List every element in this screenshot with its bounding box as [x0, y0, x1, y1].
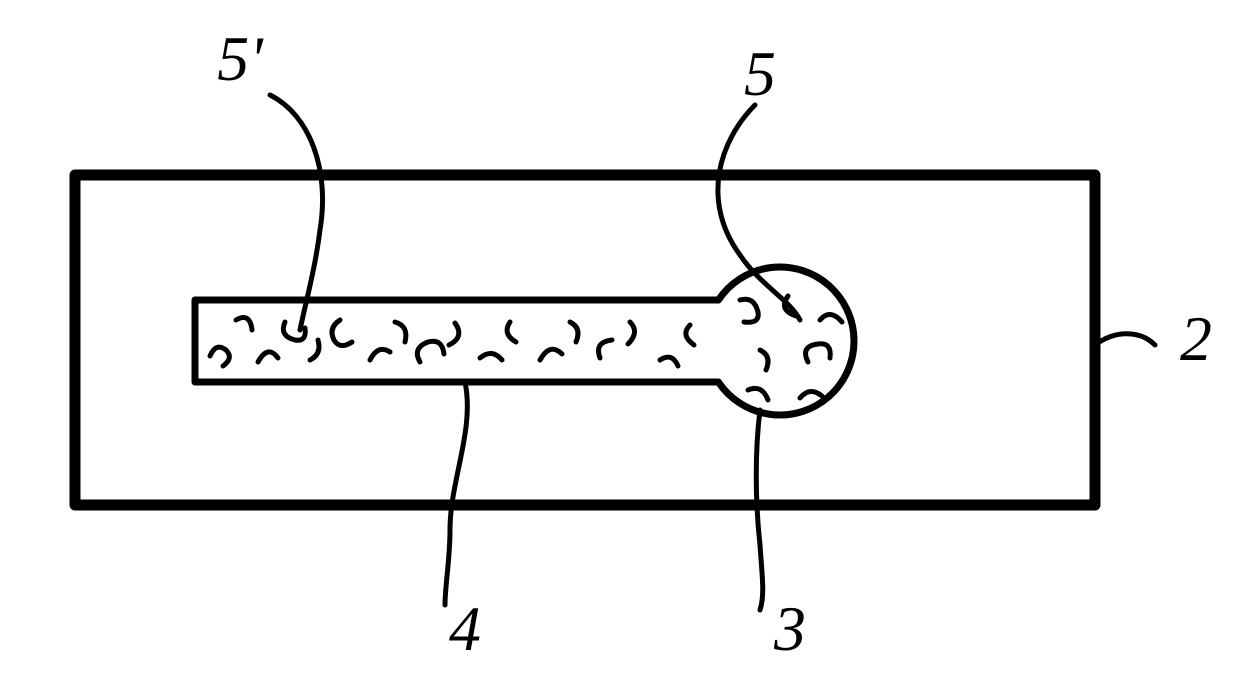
- label-two: 2: [1180, 303, 1212, 374]
- label-three: 3: [773, 593, 806, 664]
- label-five_prime: 5': [217, 23, 264, 94]
- label-four: 4: [449, 593, 481, 664]
- label-five: 5: [744, 38, 776, 109]
